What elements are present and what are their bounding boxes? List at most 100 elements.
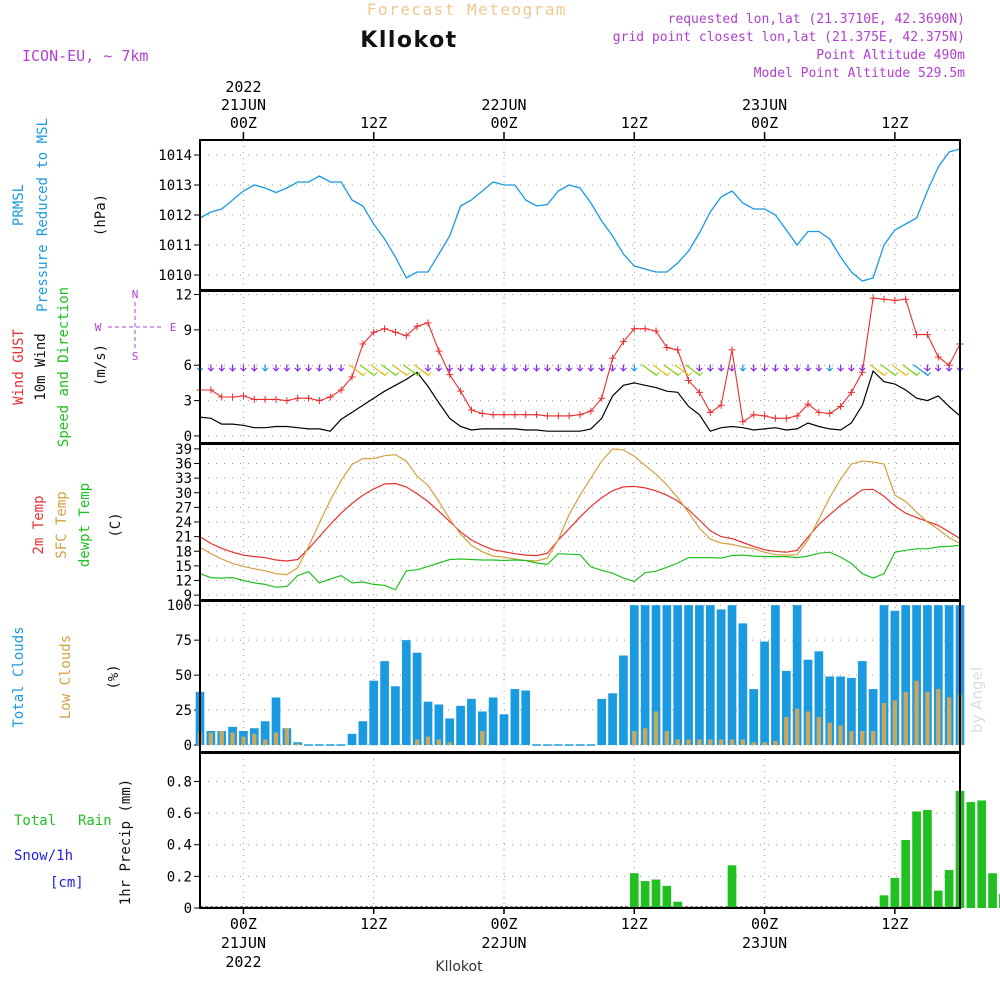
wind-arrow-head bbox=[337, 367, 345, 372]
wind-arrow-head bbox=[457, 367, 464, 372]
top-time-label: 00Z bbox=[490, 114, 517, 132]
total-cloud-bar bbox=[412, 652, 422, 746]
gust-marker bbox=[880, 295, 888, 303]
y-tick-label: 27 bbox=[175, 500, 192, 516]
gust-marker bbox=[923, 331, 931, 339]
wind-arrow-head bbox=[924, 367, 931, 372]
total-cloud-bar bbox=[629, 605, 639, 746]
wind-arrow-head bbox=[229, 367, 236, 372]
station-title: Kllokot bbox=[360, 28, 457, 53]
total-cloud-bar bbox=[879, 605, 889, 746]
gust-marker bbox=[782, 414, 790, 422]
wind-arrow-head bbox=[446, 367, 454, 372]
low-cloud-bar bbox=[295, 743, 300, 746]
low-cloud-bar bbox=[816, 717, 822, 746]
total-cloud-bar bbox=[868, 689, 878, 746]
gust-marker bbox=[739, 418, 747, 426]
low-cloud-bar bbox=[230, 732, 235, 746]
wind-arrow-head bbox=[403, 371, 411, 377]
total-rain-label-total: Total bbox=[14, 813, 56, 829]
total-cloud-bar bbox=[391, 686, 400, 746]
total-cloud-bar bbox=[380, 661, 389, 746]
precip-panel: 0 0.2 0.4 0.6 0.8 bbox=[167, 752, 1000, 917]
total-cloud-bar bbox=[695, 605, 704, 746]
rain-bar bbox=[901, 839, 911, 908]
clouds-panel: 0 25 50 75 100 bbox=[167, 598, 965, 754]
gust-marker bbox=[424, 319, 432, 327]
y-tick-label: 6 bbox=[184, 358, 192, 374]
rain-bar bbox=[673, 901, 683, 908]
rain-bar bbox=[890, 877, 900, 908]
low-cloud-bar bbox=[936, 689, 941, 746]
low-cloud-bar bbox=[219, 731, 224, 746]
gust-marker bbox=[750, 411, 758, 419]
snow-label: Snow/1h bbox=[14, 848, 73, 864]
sfc-temp-label: SFC Temp bbox=[54, 491, 70, 558]
bottom-time-label: 2022 bbox=[225, 953, 261, 971]
point-altitude: Point Altitude 490m bbox=[816, 48, 965, 63]
gust-marker bbox=[467, 406, 475, 414]
wind-arrow-head bbox=[294, 367, 302, 372]
gust-marker bbox=[446, 371, 454, 379]
rain-bar bbox=[966, 802, 976, 908]
wind-arrow-head bbox=[544, 367, 551, 372]
wind-arrow-head bbox=[576, 367, 584, 372]
gust-marker bbox=[511, 411, 519, 419]
compass-e: E bbox=[170, 321, 177, 334]
gust-marker bbox=[413, 322, 421, 330]
wind-arrow-head bbox=[739, 367, 747, 372]
dewpt-line bbox=[199, 544, 961, 591]
top-time-label: 2022 bbox=[225, 78, 261, 96]
gust-marker bbox=[815, 408, 823, 416]
low-cloud-bar bbox=[273, 732, 279, 746]
gust-marker bbox=[641, 325, 649, 333]
total-cloud-bar bbox=[901, 605, 911, 746]
model-altitude: Model Point Altitude 529.5m bbox=[754, 66, 965, 81]
y-tick-label: 36 bbox=[175, 457, 192, 473]
gust-marker bbox=[804, 400, 812, 408]
low-cloud-bar bbox=[892, 700, 898, 746]
total-cloud-bar bbox=[651, 605, 661, 746]
total-cloud-bar bbox=[597, 698, 607, 746]
wind-arrow-head bbox=[283, 367, 291, 372]
top-time-label: 23JUN bbox=[742, 96, 787, 114]
gust-marker bbox=[272, 395, 280, 403]
top-time-label: 22JUN bbox=[481, 96, 526, 114]
y-tick-label: 0.4 bbox=[167, 838, 192, 854]
wind-arrow-head bbox=[728, 367, 736, 372]
gust-marker bbox=[630, 325, 638, 333]
low-cloud-bar bbox=[252, 733, 257, 746]
wind-arrow-head bbox=[240, 367, 247, 372]
wind-arrow-head bbox=[880, 371, 888, 377]
y-tick-label: 0 bbox=[184, 901, 192, 917]
gust-marker bbox=[283, 397, 291, 405]
pressure-msl-label: Pressure Reduced to MSL bbox=[35, 118, 51, 312]
wind-arrow-head bbox=[630, 367, 638, 372]
low-cloud-bar bbox=[414, 739, 420, 746]
gust-marker bbox=[576, 411, 584, 419]
total-cloud-bar bbox=[760, 641, 769, 746]
gust-marker bbox=[663, 344, 671, 352]
low-cloud-bar bbox=[860, 731, 865, 746]
requested-coords: requested lon,lat (21.3710E, 42.3690N) bbox=[668, 12, 965, 27]
wind-gust-label: Wind GUST bbox=[11, 329, 27, 405]
gust-marker bbox=[370, 328, 378, 336]
total-cloud-bar bbox=[684, 605, 693, 746]
low-cloud-bar bbox=[653, 711, 659, 746]
y-tick-label: 39 bbox=[175, 442, 192, 458]
y-tick-label: 21 bbox=[175, 530, 192, 546]
gust-marker bbox=[554, 412, 562, 420]
snow-unit-label: [cm] bbox=[50, 875, 84, 891]
rain-bar bbox=[933, 890, 943, 908]
total-cloud-bar bbox=[499, 714, 509, 746]
rain-bar bbox=[923, 809, 932, 908]
panel-frame bbox=[199, 752, 961, 909]
low-cloud-bar bbox=[208, 732, 214, 746]
wind-arrow-head bbox=[652, 371, 660, 377]
gust-marker bbox=[435, 347, 443, 355]
wind-arrow-head bbox=[587, 367, 595, 372]
total-cloud-bar bbox=[836, 676, 845, 746]
top-time-label: 12Z bbox=[621, 114, 648, 132]
total-cloud-bar bbox=[923, 605, 932, 746]
total-cloud-bar bbox=[673, 605, 683, 746]
